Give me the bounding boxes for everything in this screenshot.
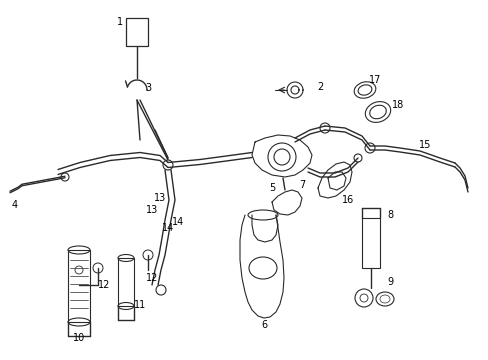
Text: 12: 12 <box>145 273 158 283</box>
Text: 5: 5 <box>268 183 275 193</box>
Text: 17: 17 <box>368 75 381 85</box>
Text: 14: 14 <box>171 217 184 227</box>
Text: 4: 4 <box>12 200 18 210</box>
Text: 15: 15 <box>418 140 430 150</box>
Text: 13: 13 <box>145 205 158 215</box>
Bar <box>126 18 148 46</box>
Bar <box>361 218 379 268</box>
Bar <box>68 250 90 322</box>
Text: 9: 9 <box>386 277 392 287</box>
Text: 14: 14 <box>162 223 174 233</box>
Text: 10: 10 <box>73 333 85 343</box>
Text: 3: 3 <box>144 83 151 93</box>
Text: 11: 11 <box>134 300 146 310</box>
Bar <box>118 258 134 306</box>
Text: 1: 1 <box>117 17 123 27</box>
Text: 13: 13 <box>154 193 166 203</box>
Text: 18: 18 <box>391 100 403 110</box>
Text: 12: 12 <box>98 280 110 290</box>
Text: 16: 16 <box>341 195 353 205</box>
Text: 7: 7 <box>298 180 305 190</box>
Text: 6: 6 <box>261 320 266 330</box>
Text: 8: 8 <box>386 210 392 220</box>
Text: 2: 2 <box>316 82 323 92</box>
